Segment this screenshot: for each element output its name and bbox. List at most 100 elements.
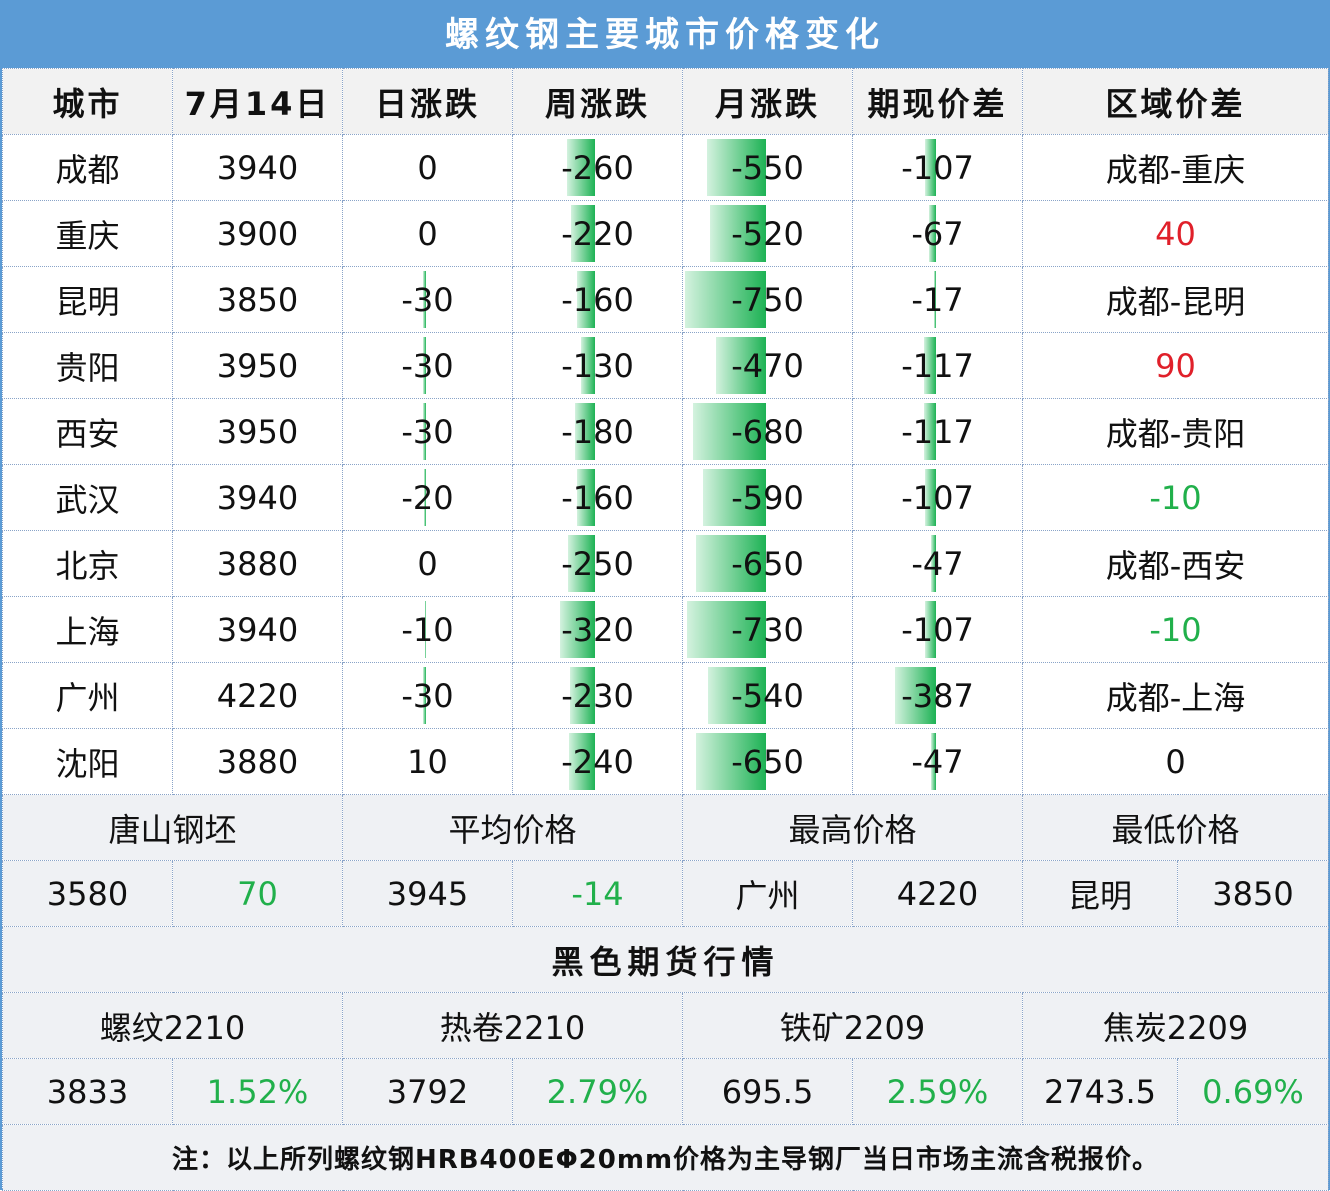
table-row: 广州 4220 -30 -230 -540 -387 成都-上海 <box>2 662 1330 729</box>
week-data-bar <box>567 535 595 592</box>
day-change-value: -10 <box>401 610 454 649</box>
table-row: 沈阳 3880 10 -240 -650 -47 0 <box>2 728 1330 795</box>
futures-change-hrc: 2.79% <box>512 1058 683 1125</box>
futures-name-row: 螺纹2210 热卷2210 铁矿2209 焦炭2209 <box>2 992 1330 1059</box>
futures-change-iron-ore: 2.59% <box>852 1058 1023 1125</box>
basis-change-cell: -107 <box>852 134 1023 201</box>
day-change-value: 0 <box>417 214 438 253</box>
week-change-value: -220 <box>561 214 634 253</box>
month-data-bar <box>707 667 767 724</box>
region-spread: 0 <box>1021 728 1330 795</box>
day-change-value: -30 <box>401 346 454 385</box>
basis-change-value: -117 <box>901 346 974 385</box>
lowest-city: 昆明 <box>1022 860 1178 927</box>
city-name: 成都 <box>2 134 173 201</box>
day-change-cell: -10 <box>342 596 513 663</box>
city-price: 4220 <box>172 662 343 729</box>
month-data-bar <box>715 337 767 394</box>
region-spread: 成都-昆明 <box>1021 266 1330 333</box>
page-title: 螺纹钢主要城市价格变化 <box>2 2 1328 68</box>
futures-value-row: 3833 1.52% 3792 2.79% 695.5 2.59% 2743.5… <box>2 1058 1330 1125</box>
month-change-value: -520 <box>731 214 804 253</box>
day-change-cell: 0 <box>342 134 513 201</box>
region-spread: 成都-贵阳 <box>1021 398 1330 465</box>
futures-price-coke: 2743.5 <box>1022 1058 1178 1125</box>
table-row: 西安 3950 -30 -180 -680 -117 成都-贵阳 <box>2 398 1330 465</box>
basis-data-bar <box>929 205 937 262</box>
city-price: 3880 <box>172 728 343 795</box>
week-change-value: -260 <box>561 148 634 187</box>
region-spread: 成都-上海 <box>1021 662 1330 729</box>
footnote: 注：以上所列螺纹钢HRB400EΦ20mm价格为主导钢厂当日市场主流含税报价。 <box>1 1124 1330 1191</box>
day-change-cell: -20 <box>342 464 513 531</box>
city-name: 北京 <box>2 530 173 597</box>
month-change-cell: -540 <box>682 662 853 729</box>
month-change-value: -680 <box>731 412 804 451</box>
day-change-value: 0 <box>417 544 438 583</box>
basis-data-bar <box>924 601 937 658</box>
city-name: 武汉 <box>2 464 173 531</box>
month-change-value: -730 <box>731 610 804 649</box>
month-data-bar <box>692 403 767 460</box>
day-change-cell: -30 <box>342 662 513 729</box>
week-data-bar <box>560 601 595 658</box>
city-name: 上海 <box>2 596 173 663</box>
day-change-value: -30 <box>401 280 454 319</box>
day-change-value: 0 <box>417 148 438 187</box>
summary-label-highest: 最高价格 <box>682 794 1023 861</box>
day-data-bar <box>423 403 427 460</box>
month-change-cell: -680 <box>682 398 853 465</box>
summary-label-lowest: 最低价格 <box>1021 794 1330 861</box>
city-name: 贵阳 <box>2 332 173 399</box>
week-change-value: -320 <box>561 610 634 649</box>
week-data-bar <box>566 139 595 196</box>
week-data-bar <box>569 667 595 724</box>
month-change-value: -550 <box>731 148 804 187</box>
basis-data-bar <box>923 337 937 394</box>
month-change-cell: -750 <box>682 266 853 333</box>
day-change-cell: 0 <box>342 200 513 267</box>
table-row: 重庆 3900 0 -220 -520 -67 40 <box>2 200 1330 267</box>
region-spread: 成都-西安 <box>1021 530 1330 597</box>
summary-label-average: 平均价格 <box>342 794 683 861</box>
futures-change-rebar: 1.52% <box>172 1058 343 1125</box>
week-data-bar <box>580 337 595 394</box>
region-spread: 40 <box>1021 200 1330 267</box>
week-change-cell: -240 <box>512 728 683 795</box>
highest-city: 广州 <box>682 860 853 927</box>
city-price: 3850 <box>172 266 343 333</box>
week-data-bar <box>568 733 595 790</box>
note-row: 注：以上所列螺纹钢HRB400EΦ20mm价格为主导钢厂当日市场主流含税报价。 <box>1 1124 1330 1191</box>
basis-change-value: -107 <box>901 610 974 649</box>
month-change-cell: -550 <box>682 134 853 201</box>
month-change-value: -750 <box>731 280 804 319</box>
month-change-value: -650 <box>731 544 804 583</box>
month-data-bar <box>696 733 767 790</box>
day-change-value: 10 <box>407 742 448 781</box>
basis-change-value: -117 <box>901 412 974 451</box>
week-data-bar <box>570 205 595 262</box>
basis-data-bar <box>923 403 937 460</box>
week-change-value: -250 <box>561 544 634 583</box>
city-price: 3950 <box>172 332 343 399</box>
highest-price: 4220 <box>852 860 1023 927</box>
month-change-value: -470 <box>731 346 804 385</box>
month-change-value: -540 <box>731 676 804 715</box>
city-price: 3950 <box>172 398 343 465</box>
futures-title: 黑色期货行情 <box>1 926 1330 993</box>
basis-data-bar <box>924 139 937 196</box>
col-header-date: 7月14日 <box>172 68 343 135</box>
table-row: 昆明 3850 -30 -160 -750 -17 成都-昆明 <box>2 266 1330 333</box>
week-change-value: -130 <box>561 346 634 385</box>
week-change-cell: -230 <box>512 662 683 729</box>
basis-change-cell: -107 <box>852 596 1023 663</box>
col-header-basis: 期现价差 <box>852 68 1023 135</box>
basis-change-value: -17 <box>911 280 964 319</box>
city-name: 沈阳 <box>2 728 173 795</box>
basis-change-value: -107 <box>901 148 974 187</box>
city-name: 广州 <box>2 662 173 729</box>
day-change-value: -20 <box>401 478 454 517</box>
futures-price-rebar: 3833 <box>2 1058 173 1125</box>
futures-change-coke: 0.69% <box>1176 1058 1330 1125</box>
